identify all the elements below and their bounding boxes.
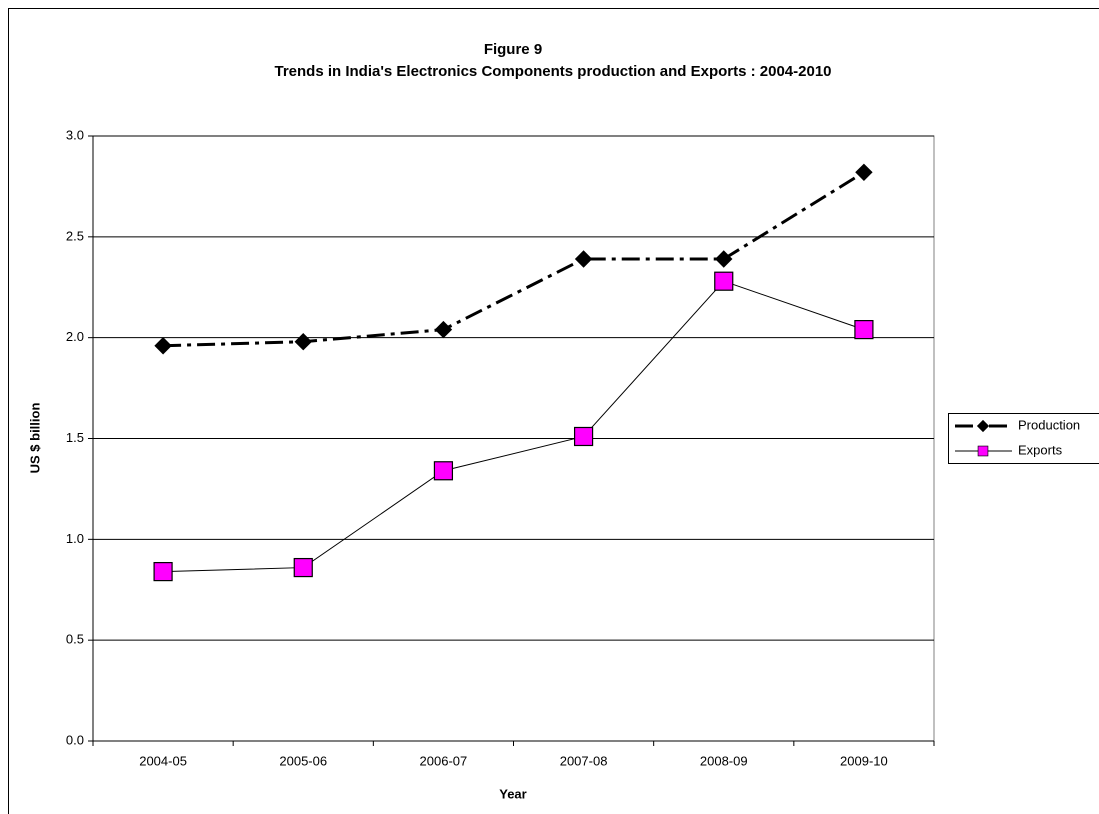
- data-point: [715, 250, 733, 268]
- x-tick-label: 2008-09: [700, 753, 748, 768]
- series-line: [163, 171, 865, 348]
- series-line: [163, 280, 865, 573]
- data-point: [434, 320, 453, 339]
- data-point: [714, 271, 734, 291]
- data-point: [154, 337, 172, 355]
- y-tick-label: 1.5: [66, 430, 84, 445]
- chart-title: Figure 9: [484, 41, 542, 58]
- x-tick-label: 2007-08: [560, 753, 608, 768]
- data-point: [293, 557, 313, 578]
- y-tick-label: 2.0: [66, 329, 84, 344]
- y-tick-label: 3.0: [66, 127, 84, 142]
- data-point: [855, 163, 873, 182]
- data-point: [153, 561, 173, 582]
- legend-box: [948, 413, 1099, 464]
- chart-subtitle: Trends in India's Electronics Components…: [274, 63, 831, 80]
- y-tick-label: 0.0: [66, 732, 84, 747]
- y-tick-label: 0.5: [66, 632, 84, 647]
- y-tick-label: 1.0: [66, 531, 84, 546]
- legend-label: Production: [1018, 417, 1080, 432]
- data-point: [854, 320, 874, 340]
- data-point: [433, 461, 454, 481]
- legend-marker: [976, 419, 990, 433]
- y-axis-label: US $ billion: [27, 403, 42, 474]
- data-point: [574, 250, 593, 268]
- x-axis-label: Year: [499, 786, 526, 801]
- data-point: [294, 332, 312, 351]
- data-point: [573, 426, 594, 447]
- y-tick-label: 2.5: [66, 228, 84, 243]
- x-tick-label: 2005-06: [279, 753, 327, 768]
- x-tick-label: 2009-10: [840, 753, 888, 768]
- legend-marker: [977, 445, 989, 457]
- x-tick-label: 2006-07: [420, 753, 468, 768]
- x-tick-label: 2004-05: [139, 753, 187, 768]
- legend-label: Exports: [1018, 442, 1063, 457]
